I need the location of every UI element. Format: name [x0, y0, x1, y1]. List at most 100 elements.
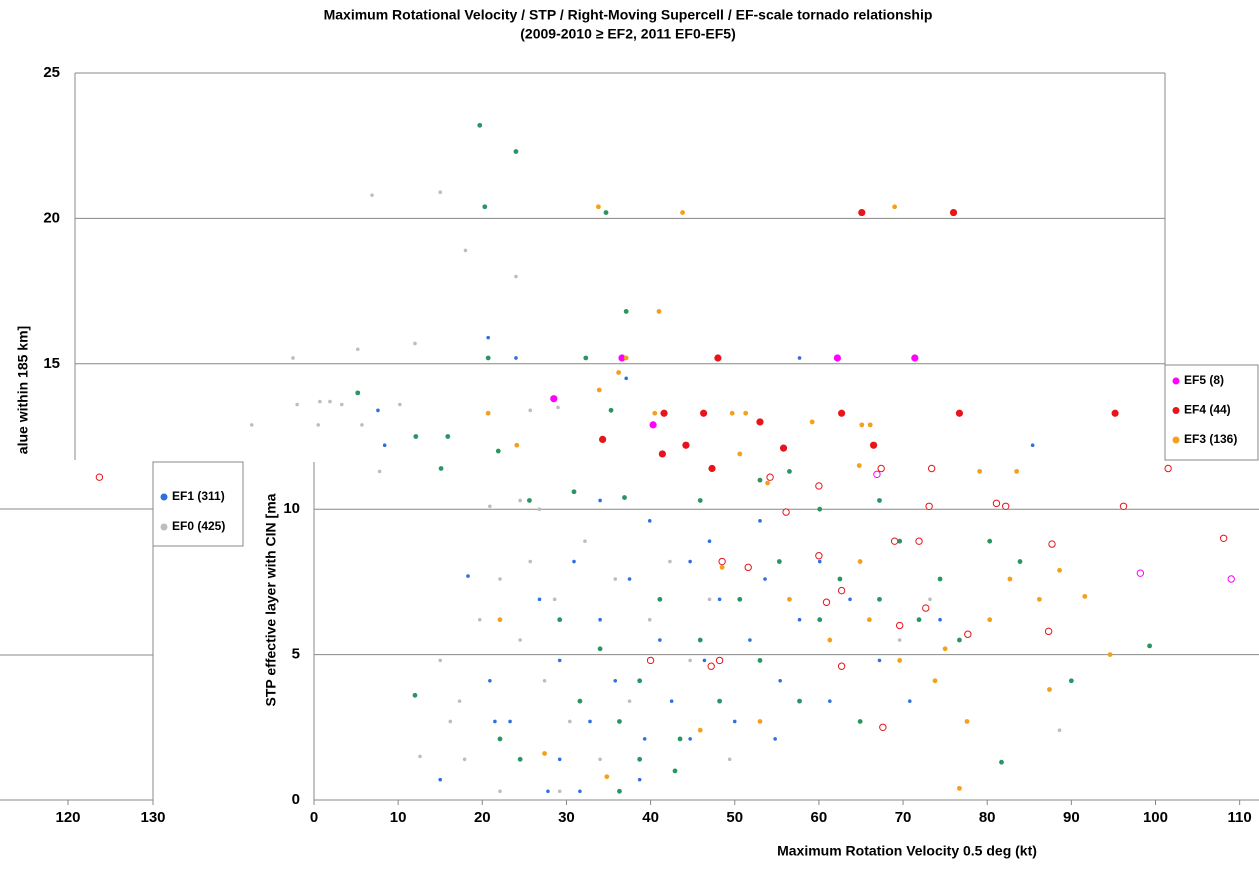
data-point	[708, 464, 716, 473]
data-point	[291, 356, 295, 360]
data-point	[757, 477, 763, 483]
data-point	[688, 658, 692, 663]
data-point	[817, 506, 823, 512]
data-point	[438, 190, 443, 195]
data-point	[848, 597, 852, 602]
data-point	[418, 754, 422, 759]
data-point	[477, 122, 483, 128]
data-point	[787, 468, 792, 474]
y-axis-label: alue within 185 km]	[15, 326, 31, 454]
data-point	[598, 757, 602, 762]
data-point	[370, 193, 374, 197]
data-point	[732, 719, 737, 724]
data-point	[1111, 409, 1119, 417]
data-point	[623, 355, 629, 361]
data-point	[637, 678, 643, 684]
data-point	[688, 559, 692, 564]
data-point	[757, 719, 763, 724]
data-point	[377, 469, 382, 474]
data-point	[466, 574, 470, 578]
data-point	[776, 559, 782, 564]
data-point	[873, 470, 881, 479]
data-point	[719, 564, 725, 570]
data-point	[744, 563, 752, 572]
data-point	[1048, 540, 1056, 548]
data-point	[756, 418, 764, 426]
data-point	[1057, 567, 1062, 573]
x-tick-label: 20	[474, 809, 491, 826]
data-point	[618, 354, 626, 362]
data-point	[773, 737, 777, 741]
data-point	[624, 376, 628, 381]
data-point	[700, 409, 708, 417]
data-point	[462, 757, 467, 762]
data-point	[599, 435, 607, 444]
data-point	[513, 149, 519, 154]
data-point	[495, 448, 501, 454]
x-tick-label: 100	[1143, 809, 1168, 826]
data-point	[646, 656, 655, 665]
data-point	[376, 408, 380, 413]
data-point	[578, 789, 582, 794]
data-point	[957, 785, 962, 791]
data-point	[623, 309, 629, 314]
data-point	[1068, 678, 1074, 684]
data-point	[897, 538, 903, 544]
x-axis-label: Maximum Rotation Velocity 0.5 deg (kt)	[777, 843, 1037, 859]
data-point	[932, 678, 938, 684]
x-tick-label: 0	[310, 809, 318, 826]
data-point	[596, 204, 601, 210]
data-point	[838, 409, 846, 417]
data-point	[911, 354, 919, 362]
y-tick-label: 0	[292, 791, 300, 808]
data-point	[355, 347, 360, 352]
x-tick-label: 40	[642, 809, 659, 826]
data-point	[669, 699, 674, 703]
data-point	[546, 789, 550, 794]
data-point	[316, 423, 320, 427]
data-point	[857, 559, 863, 564]
data-point	[682, 441, 690, 449]
data-point	[583, 355, 589, 361]
data-point	[542, 751, 547, 756]
data-point	[797, 698, 802, 704]
data-point	[382, 443, 387, 448]
data-point	[588, 719, 592, 724]
data-point	[938, 617, 942, 622]
data-point	[577, 698, 583, 704]
data-point	[877, 658, 882, 663]
data-point	[583, 539, 587, 543]
data-point	[445, 434, 451, 439]
data-point	[571, 489, 577, 495]
data-point	[616, 370, 622, 375]
data-point	[596, 387, 602, 393]
data-point	[859, 422, 865, 428]
legend-marker	[1172, 436, 1180, 444]
x-tick-label: 120	[55, 809, 80, 826]
data-point	[925, 502, 933, 510]
data-point	[485, 355, 491, 361]
data-point	[613, 678, 618, 683]
data-point	[508, 719, 512, 724]
data-point	[817, 617, 823, 623]
legend-box	[152, 461, 244, 547]
data-point	[482, 204, 488, 210]
data-point	[782, 508, 790, 516]
y-tick-label: 5	[292, 646, 300, 663]
data-point	[413, 434, 419, 439]
data-point	[642, 737, 647, 741]
data-point	[552, 597, 557, 602]
data-point	[717, 698, 722, 704]
data-point	[463, 248, 468, 253]
data-point	[486, 335, 490, 340]
data-point	[1030, 443, 1035, 448]
data-point	[729, 410, 735, 416]
data-point	[809, 419, 815, 425]
data-point	[412, 692, 418, 698]
data-point	[737, 451, 743, 457]
data-point	[877, 498, 882, 503]
legend-marker	[1172, 377, 1180, 385]
legend-marker	[160, 493, 168, 501]
data-point	[627, 577, 632, 581]
data-point	[707, 662, 715, 670]
